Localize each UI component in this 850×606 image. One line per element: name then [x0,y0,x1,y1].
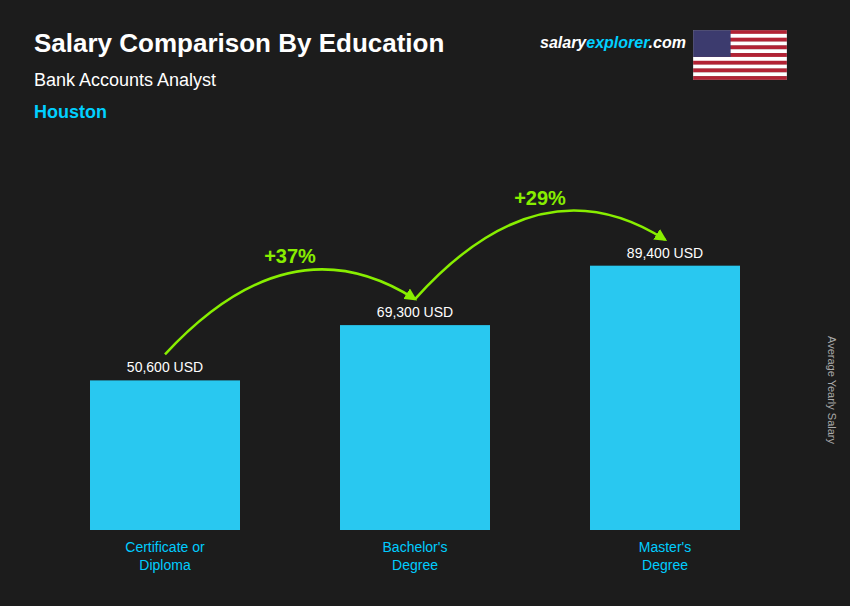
svg-text:69,300 USD: 69,300 USD [377,304,453,320]
svg-text:+37%: +37% [264,245,316,267]
svg-text:+29%: +29% [514,190,566,209]
svg-text:Bachelor'sDegree: Bachelor'sDegree [383,539,448,573]
html-text:Salary Comparison By Education: Salary Comparison By Education [34,28,445,58]
svg-text:Master'sDegree: Master'sDegree [639,539,691,573]
html-text:salary explorer.com: salary explorer.com [540,34,686,51]
svg-text:50,600 USD: 50,600 USD [127,359,203,375]
html-text:Average Yearly Salary: Average Yearly Salary [826,336,838,444]
html-text:Houston: Houston [34,102,107,122]
svg-text:Certificate orDiploma: Certificate orDiploma [125,539,205,573]
html-text:Bank Accounts Analyst: Bank Accounts Analyst [34,70,217,90]
svg-text:89,400 USD: 89,400 USD [627,245,703,261]
